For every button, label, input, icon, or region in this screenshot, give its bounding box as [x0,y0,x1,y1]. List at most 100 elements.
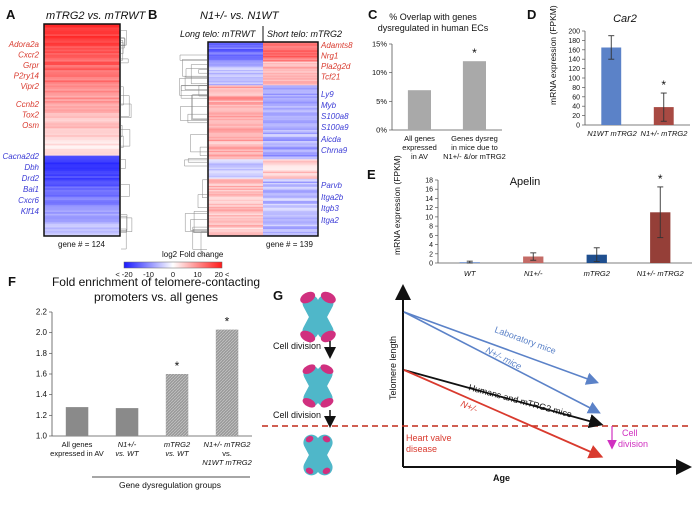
heatmap-b-cell [263,231,318,234]
heatmap-a-row [44,99,120,102]
category-label: N1+/- [118,440,137,449]
heatmap-b-cell [263,173,318,175]
panel-d-title: Car2 [613,13,637,25]
dendrogram-branch [191,94,207,121]
heatmap-a-row [44,27,120,30]
y-tick-label: 20 [572,113,580,120]
heatmap-a-row [44,196,120,199]
heatmap-b-cell [263,121,318,124]
heatmap-b-cell [208,129,263,132]
heatmap-a-row [44,176,120,179]
heatmap-b-cell [208,124,263,127]
heatmap-b-cell [263,157,318,160]
cell-division-label-1: Cell division [273,341,321,351]
gene-label-blue: Klf14 [21,207,40,216]
dendrogram-branch [121,30,127,46]
heatmap-b-cell [263,113,318,115]
heatmap-b-cell [263,171,318,174]
category-label: vs. WT [115,449,140,458]
heatmap-b-cell [208,164,263,167]
heatmap-b-cell [263,89,318,92]
heatmap-b-cell [208,44,263,47]
heatmap-a-row [44,97,120,100]
heatmap-b-cell [263,192,318,195]
heatmap-a-row [44,135,120,138]
heatmap-b-cell [263,54,318,57]
g-ylabel: Telomere length [388,336,398,400]
heatmap-b-cell [263,146,318,149]
heatmap-a-row [44,32,120,35]
heatmap-b-cell [263,82,318,85]
cell-division-label-2: Cell division [273,410,321,420]
heatmap-b-cell [208,114,263,117]
y-tick-label: 16 [425,187,433,194]
gene-label-red: Adora2a [8,40,40,49]
heatmap-b-cell [208,149,263,152]
heatmap-a-row [44,150,120,153]
line-n-mice [403,311,601,414]
heatmap-b-cell [263,115,318,118]
heatmap-a-row [44,85,120,88]
heatmap-b-cell [208,58,263,61]
heatmap-b-cell [208,42,263,44]
heatmap-b-cell [263,150,318,153]
heatmap-b-cell [263,205,318,208]
heatmap-a-row [44,189,120,192]
heatmap-b-cell [263,93,318,96]
dendrogram-branch [193,211,207,233]
heatmap-b-cell [263,96,318,99]
heatmap-b-cell [263,61,318,64]
heatmap-a-row [44,143,120,146]
heatmap-b-cell [263,88,318,90]
heatmap-b-cell [208,111,263,114]
y-tick-label: 200 [568,29,580,36]
chromosome-3 [303,434,333,476]
heatmap-a-row [44,83,120,86]
heatmap-b-cell [208,103,263,106]
gene-label-blue: Bai1 [23,185,39,194]
heatmap-b-cell [263,196,318,199]
panel-label-g: G [273,288,283,303]
heatmap-a-row [44,29,120,32]
dendrogram-branch [190,64,207,85]
heatmap-a-row [44,130,120,133]
heatmap-b-cell [208,57,263,60]
gene-label-blue: Parvb [321,181,342,190]
heatmap-b-cell [263,208,318,210]
heatmap-b-cell [208,71,263,74]
heatmap-b-cell [263,223,318,226]
heatmap-b-cell [263,164,318,167]
heatmap-a-row [44,215,120,218]
heatmap-a-row [44,100,120,104]
heatmap-b-cell [208,67,263,69]
heatmap-a-row [44,131,120,134]
gene-label-blue: Cacna2d2 [3,152,40,161]
panel-e-title: Apelin [510,176,541,188]
heatmap-b-cell [208,229,263,231]
heatmap-b-cell [208,175,263,178]
heatmap-b-cell [208,74,263,76]
heatmap-b-cell [263,102,318,104]
heatmap-a-row [44,157,120,160]
colorbar-tick-label: 20 < [215,270,230,279]
heatmap-a-row [44,42,120,45]
heatmap-a-row [44,218,120,222]
dendrogram-branch [190,134,207,153]
heatmap-a-row [44,205,120,208]
heatmap-b-cell [208,106,263,108]
heatmap-a-row [44,212,120,215]
line-n-red [403,369,604,459]
heatmap-b-cell [208,113,263,115]
heatmap-b-cell [263,143,318,146]
heatmap-a-row [44,30,120,33]
heatmap-b-cell [263,184,318,187]
heatmap-a-row [44,133,120,136]
heatmap-a-row [44,65,120,68]
heatmap-a-row [44,80,120,83]
legend-title: log2 Fold change [162,250,224,259]
heatmap-a-row [44,53,120,56]
heatmap-a-row [44,94,120,97]
dendrogram-branch [199,146,207,156]
